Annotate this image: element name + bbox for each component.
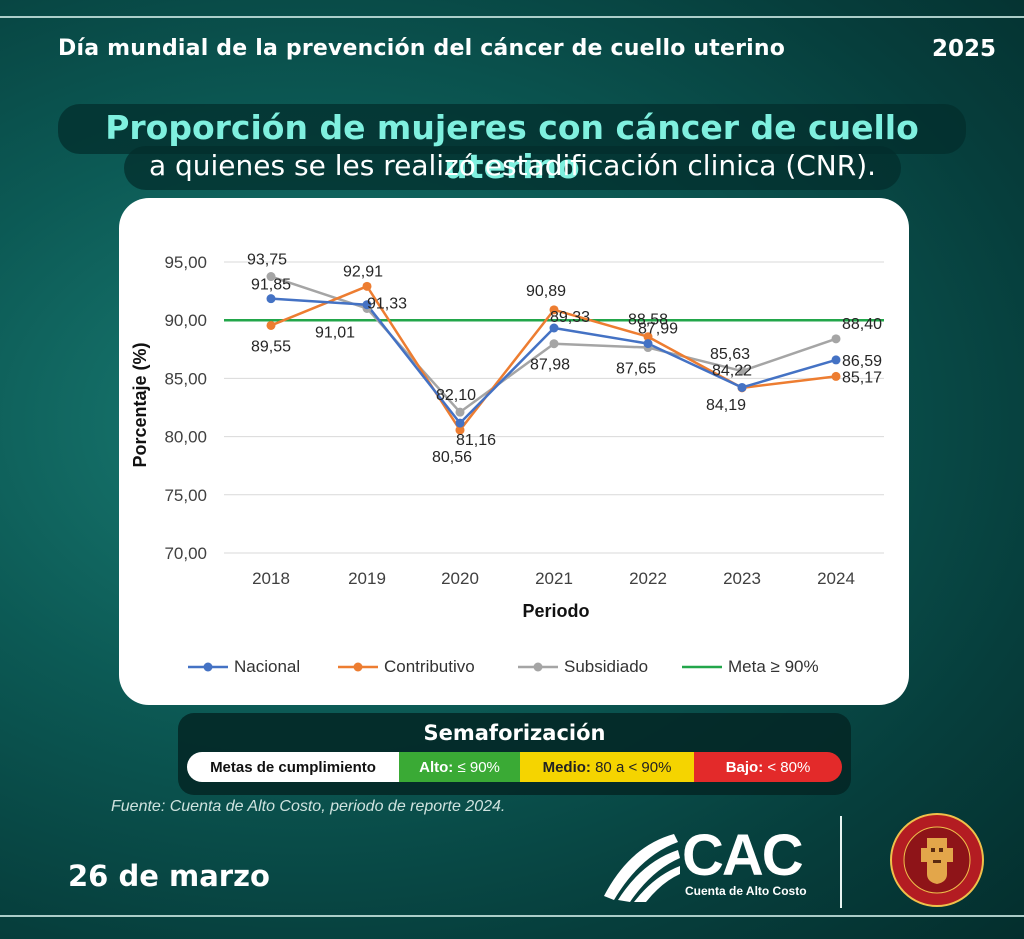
data-label: 91,01 [315,324,355,341]
y-tick-label: 80,00 [164,428,207,447]
data-point-nacional [266,294,276,304]
year-label: 2025 [931,36,996,62]
date-label: 26 de marzo [68,859,270,893]
data-label: 80,56 [432,449,472,466]
data-label: 87,99 [638,321,678,338]
medio-badge: Medio: 80 a < 90% [520,752,694,782]
data-label: 81,16 [456,432,496,449]
data-label: 88,40 [842,316,882,333]
logo-divider [840,816,842,908]
data-point-subsidiado [549,339,559,349]
data-label: 84,22 [712,362,752,379]
data-point-contributivo [266,320,276,330]
x-tick-label: 2019 [348,569,386,588]
chart-title: Proporción de mujeres con cáncer de cuel… [105,108,919,186]
alto-value: ≤ 90% [457,758,500,776]
y-axis-title: Porcentaje (%) [130,342,150,467]
data-point-contributivo [831,371,841,381]
cac-subtitle: Cuenta de Alto Costo [685,884,807,898]
chart-card [119,198,909,705]
data-point-nacional [737,382,747,392]
data-label: 90,89 [526,283,566,300]
legend-item: Subsidiado [516,657,648,677]
x-tick-label: 2021 [535,569,573,588]
legend-label: Nacional [234,657,301,676]
y-tick-label: 70,00 [164,544,207,563]
event-title: Día mundial de la prevención del cáncer … [58,36,786,61]
source-note: Fuente: Cuenta de Alto Costo, periodo de… [111,798,506,815]
y-tick-label: 90,00 [164,311,207,330]
title-band [58,104,966,154]
top-divider [0,16,1024,18]
data-point-contributivo [362,281,372,291]
data-point-nacional [362,300,372,310]
data-label: 82,10 [436,387,476,404]
x-tick-label: 2023 [723,569,761,588]
data-point-subsidiado [455,407,465,417]
subtitle-band [124,146,901,190]
data-point-contributivo [455,425,465,435]
data-label: 91,33 [367,296,407,313]
bajo-badge: Bajo: < 80% [694,752,842,782]
metas-label: Metas de cumplimiento [187,752,399,782]
data-label: 91,85 [251,277,291,294]
alto-label: Alto: [419,758,454,776]
x-tick-label: 2020 [441,569,479,588]
chart-subtitle: a quienes se les realizó estadificación … [148,149,877,182]
data-label: 87,98 [530,357,570,374]
y-tick-label: 95,00 [164,253,207,272]
data-label: 88,58 [628,312,668,329]
legend-marker-icon [188,662,228,672]
data-label: 84,19 [706,397,746,414]
semaforizacion-panel: Semaforización Metas de cumplimiento Alt… [178,713,851,795]
medio-value: 80 a < 90% [595,758,672,776]
data-point-nacional [643,339,653,349]
legend-label: Subsidiado [564,657,649,676]
y-tick-label: 85,00 [164,369,207,388]
x-tick-label: 2018 [252,569,290,588]
data-point-nacional [455,418,465,428]
semaforizacion-title: Semaforización [423,721,606,745]
y-tick-label: 75,00 [164,486,207,505]
x-tick-label: 2022 [629,569,667,588]
legend-item: Nacional [186,657,300,677]
medio-label: Medio: [542,758,591,776]
fecolsog-seal-icon [890,813,984,907]
legend-marker-icon [338,662,378,672]
alto-badge: Alto: ≤ 90% [399,752,520,782]
legend-marker-icon [682,665,722,669]
data-label: 92,91 [343,263,383,280]
data-label: 89,55 [251,338,291,355]
data-label: 85,17 [842,369,882,386]
data-point-subsidiado [266,272,276,282]
legend-item: Meta ≥ 90% [680,657,819,677]
data-point-contributivo [549,305,559,315]
bottom-divider [0,915,1024,917]
bajo-label: Bajo: [725,758,764,776]
cac-swoosh-icon [604,834,680,902]
data-label: 93,75 [247,252,287,269]
data-label: 86,59 [842,353,882,370]
data-point-subsidiado [737,366,747,376]
data-point-nacional [831,355,841,365]
x-axis-title: Periodo [522,601,589,621]
data-point-nacional [549,323,559,333]
legend-label: Contributivo [384,657,475,676]
bajo-value: < 80% [767,758,811,776]
data-label: 87,65 [616,361,656,378]
legend-item: Contributivo [336,657,475,677]
data-point-subsidiado [831,334,841,344]
legend-marker-icon [518,662,558,672]
legend-label: Meta ≥ 90% [728,657,819,676]
data-label: 89,33 [550,309,590,326]
data-label: 85,63 [710,346,750,363]
semaforizacion-scale: Metas de cumplimiento Alto: ≤ 90% Medio:… [187,752,842,782]
data-point-contributivo [643,332,653,342]
cac-logo: CAC [682,823,804,888]
x-tick-label: 2024 [817,569,855,588]
